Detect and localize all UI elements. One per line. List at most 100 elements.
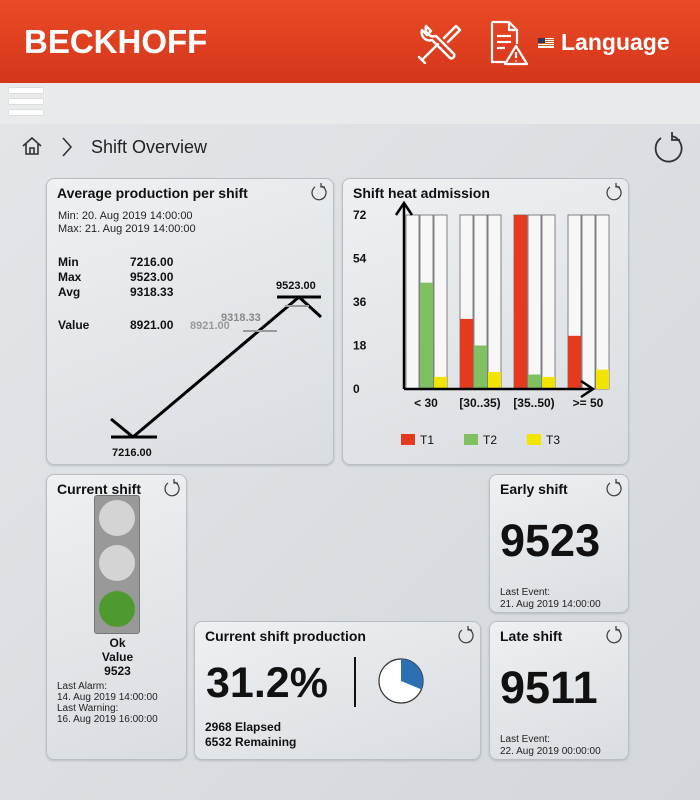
current-shift-card: Current shift Ok Value 9523 Last Alarm: …: [46, 474, 187, 760]
legend-swatch-t2: [464, 434, 478, 445]
y-tick-label: 54: [353, 252, 367, 266]
chart-avg-label: 9318.33: [221, 312, 261, 324]
y-tick-label: 36: [353, 295, 367, 309]
bar-t2-0: [420, 282, 433, 389]
x-tick-label: [35..50): [513, 396, 554, 410]
last-alarm-label: Last Alarm:: [57, 681, 108, 692]
stat-value: 9318.33: [130, 285, 174, 299]
remaining: 6532 Remaining: [205, 735, 297, 749]
reset-icon[interactable]: [309, 183, 327, 201]
bar-t3-1: [488, 372, 501, 389]
stat-label: Max: [58, 270, 82, 284]
heat-bar-chart: 72 54 36 18 0 < 30 [30..35) [35..50) >= 50: [353, 200, 610, 410]
alarm-document-icon[interactable]: [489, 20, 529, 66]
reset-icon[interactable]: [162, 479, 180, 497]
value: 9523: [104, 664, 131, 678]
legend-label: T1: [420, 433, 435, 447]
value-label: Value: [101, 650, 134, 664]
late-shift-value: 9511: [500, 662, 598, 713]
brand-logo: BECKHOFF: [24, 23, 208, 60]
bar-track: [433, 214, 448, 390]
card-title: Shift heat admission: [353, 185, 490, 201]
value-label: Value: [58, 318, 90, 332]
x-tick-label: < 30: [414, 396, 438, 410]
bar-track: [541, 214, 556, 390]
reset-icon[interactable]: [650, 130, 684, 166]
bar-t1-1: [460, 318, 473, 389]
bar-track: [487, 214, 502, 390]
reset-icon[interactable]: [604, 183, 622, 201]
bar-t2-1: [474, 345, 487, 389]
card-title: Average production per shift: [57, 185, 248, 201]
last-event: 21. Aug 2019 14:00:00: [500, 599, 601, 610]
card-title: Early shift: [500, 481, 568, 497]
stat-value: 9523.00: [130, 270, 174, 284]
stat-label: Avg: [58, 285, 81, 299]
x-tick-label: [30..35): [459, 396, 500, 410]
x-tick-label: >= 50: [573, 396, 604, 410]
y-tick-label: 18: [353, 339, 367, 353]
flag-icon[interactable]: [538, 38, 554, 48]
last-event-label: Last Event:: [500, 734, 551, 745]
y-tick-label: 0: [353, 382, 360, 396]
max-time: Max: 21. Aug 2019 14:00:00: [58, 223, 196, 235]
last-warning: 16. Aug 2019 16:00:00: [57, 714, 158, 725]
bar-track: [405, 214, 420, 390]
bar-track: [581, 214, 596, 390]
early-shift-value: 9523: [500, 515, 601, 566]
legend-swatch-t3: [527, 434, 541, 445]
bar-t3-2: [542, 376, 555, 389]
reset-icon[interactable]: [456, 626, 474, 644]
bar-track: [527, 214, 542, 390]
y-tick-label: 72: [353, 208, 367, 222]
divider: [354, 657, 356, 707]
legend-label: T3: [546, 433, 561, 447]
bar-t3-0: [434, 376, 447, 389]
legend-label: T2: [483, 433, 498, 447]
last-event: 22. Aug 2019 00:00:00: [500, 746, 601, 757]
status-text: Ok: [109, 636, 126, 650]
elapsed: 2968 Elapsed: [205, 720, 282, 734]
home-icon[interactable]: [21, 136, 43, 156]
heat-admission-card: Shift heat admission 72 54 36 18 0 < 30 [30..3…: [342, 178, 629, 465]
bar-t2-2: [528, 374, 541, 389]
axis-arrow: [580, 379, 596, 399]
bar-t3-3: [596, 369, 609, 389]
reset-icon[interactable]: [604, 626, 622, 644]
late-shift-card: Late shift 9511 Last Event: 22. Aug 2019…: [489, 621, 629, 760]
stat-label: Min: [58, 255, 79, 269]
card-title: Current shift: [57, 481, 141, 497]
traffic-light-red: [99, 500, 135, 536]
page-title: Shift Overview: [91, 137, 208, 157]
chart-max-label: 9523.00: [276, 280, 316, 292]
chart-min-label: 7216.00: [112, 447, 152, 459]
min-max-chart: [110, 295, 323, 439]
chevron-right-icon: [62, 137, 73, 157]
language-button[interactable]: Language: [561, 29, 670, 55]
chart-value-label: 8921.00: [190, 320, 230, 332]
traffic-light-yellow: [99, 545, 135, 581]
last-alarm: 14. Aug 2019 14:00:00: [57, 692, 158, 703]
bar-t1-3: [568, 335, 581, 389]
axis: [402, 203, 593, 391]
app-header: BECKHOFF Language: [0, 0, 700, 83]
traffic-light-green: [99, 591, 135, 627]
menu-bar: [0, 83, 700, 124]
tools-icon[interactable]: [416, 20, 464, 64]
last-event-label: Last Event:: [500, 587, 551, 598]
last-warning-label: Last Warning:: [57, 703, 119, 714]
bar-track: [595, 214, 610, 390]
legend-swatch-t1: [401, 434, 415, 445]
card-title: Late shift: [500, 628, 563, 644]
traffic-light: [94, 495, 140, 634]
hamburger-menu-icon[interactable]: [9, 88, 43, 118]
production-percent: 31.2%: [206, 659, 328, 707]
early-shift-card: Early shift 9523 Last Event: 21. Aug 201…: [489, 474, 629, 613]
value: 8921.00: [130, 318, 174, 332]
pie-elapsed-slice: [401, 659, 423, 690]
reset-icon[interactable]: [604, 479, 622, 497]
production-pie: [378, 658, 424, 704]
avg-production-card: Average production per shift Min: 20. Au…: [46, 178, 334, 465]
shift-production-card: Current shift production 31.2% 2968 Elap…: [194, 621, 481, 760]
card-title: Current shift production: [205, 628, 366, 644]
